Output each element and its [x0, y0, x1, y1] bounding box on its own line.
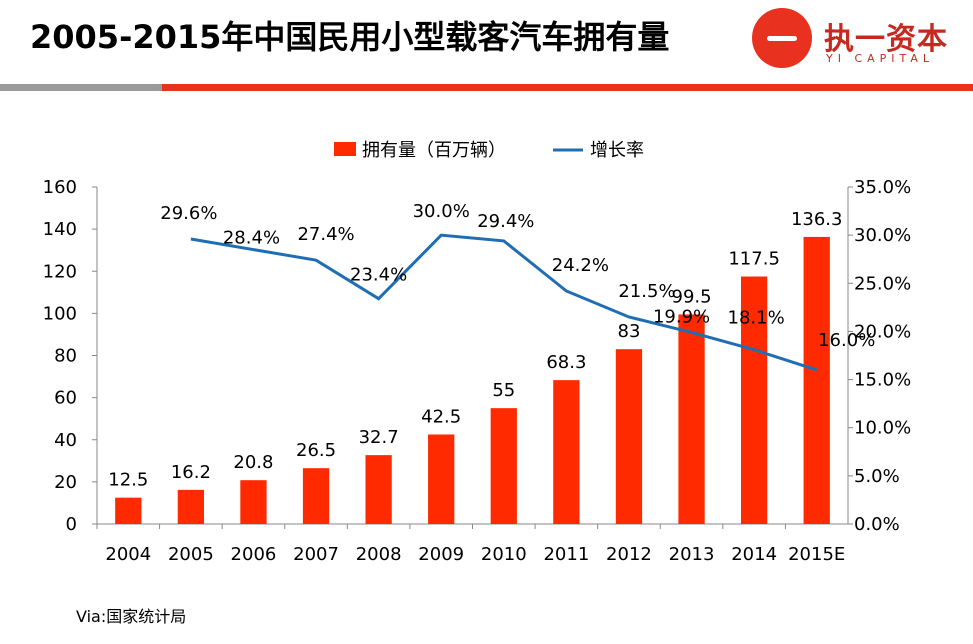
y-left-tick-label: 140 — [43, 219, 77, 240]
bar — [115, 497, 142, 524]
bar — [302, 468, 330, 524]
line-data-label: 23.4% — [350, 265, 407, 286]
line-data-label: 21.5% — [618, 281, 675, 302]
page-title: 2005-2015年中国民用小型载客汽车拥有量 — [30, 18, 670, 56]
bar — [740, 276, 768, 524]
bar-data-label: 99.5 — [672, 286, 712, 307]
line-data-label: 24.2% — [552, 255, 609, 276]
bar — [428, 434, 455, 524]
logo-mark — [752, 8, 812, 68]
y-right-tick-label: 25.0% — [854, 273, 911, 294]
line-data-label: 30.0% — [413, 201, 470, 222]
bar-data-label: 55 — [492, 380, 515, 401]
y-right-tick-label: 0.0% — [854, 514, 900, 535]
y-left-tick-label: 0 — [66, 514, 77, 535]
bar — [177, 489, 205, 524]
bar-data-label: 12.5 — [108, 470, 148, 491]
x-tick-label: 2013 — [669, 544, 715, 565]
bar-data-label: 26.5 — [296, 440, 336, 461]
x-tick-label: 2006 — [231, 544, 277, 565]
y-right-tick-label: 30.0% — [854, 225, 911, 246]
line-data-label: 27.4% — [297, 224, 354, 245]
bar-data-label: 20.8 — [233, 452, 273, 473]
y-left-tick-label: 20 — [54, 472, 77, 493]
line-data-label: 28.4% — [223, 228, 280, 249]
line-data-label: 19.9% — [653, 306, 710, 327]
x-tick-label: 2008 — [356, 544, 402, 565]
y-left-tick-label: 120 — [43, 261, 77, 282]
bar — [615, 349, 643, 524]
x-tick-label: 2007 — [293, 544, 339, 565]
source-note: Via:国家统计局 — [76, 607, 187, 626]
bar-data-label: 68.3 — [546, 352, 586, 373]
bar-data-label: 83 — [618, 321, 641, 342]
bar — [678, 314, 705, 524]
growth-rate-line — [190, 233, 818, 372]
line-data-label: 29.4% — [477, 211, 534, 232]
bar-data-label: 32.7 — [359, 427, 399, 448]
y-right-tick-label: 10.0% — [854, 418, 911, 439]
x-tick-label: 2010 — [481, 544, 527, 565]
line-data-label: 29.6% — [160, 203, 217, 224]
line-data-label: 18.1% — [728, 308, 785, 329]
x-tick-label: 2014 — [731, 544, 777, 565]
header-divider-gray — [0, 84, 162, 91]
legend-label-bar: 拥有量（百万辆） — [362, 140, 506, 161]
bar-data-label: 117.5 — [728, 249, 780, 270]
bar — [240, 480, 267, 524]
bar — [803, 236, 830, 524]
legend-swatch-bar — [334, 142, 356, 156]
line-data-label: 16.0% — [818, 330, 875, 351]
header-divider-red — [162, 84, 973, 91]
logo: 执一资本 YI CAPITAL — [752, 6, 967, 70]
bar-data-label: 136.3 — [791, 209, 843, 230]
x-tick-label: 2012 — [606, 544, 652, 565]
y-left-tick-label: 100 — [43, 303, 77, 324]
x-tick-label: 2009 — [418, 544, 464, 565]
bar — [490, 408, 517, 524]
x-tick-label: 2005 — [168, 544, 214, 565]
y-left-tick-label: 160 — [43, 177, 77, 198]
logo-text-en: YI CAPITAL — [826, 52, 935, 65]
bar-data-label: 42.5 — [421, 406, 461, 427]
y-left-tick-label: 60 — [54, 388, 77, 409]
x-tick-label: 2011 — [543, 544, 589, 565]
logo-text-cn: 执一资本 — [824, 22, 948, 57]
bar-data-label: 16.2 — [171, 462, 211, 483]
y-right-tick-label: 35.0% — [854, 177, 911, 198]
y-right-tick-label: 5.0% — [854, 466, 900, 487]
x-tick-label: 2004 — [105, 544, 151, 565]
bar — [365, 455, 392, 524]
y-right-tick-label: 20.0% — [854, 321, 911, 342]
legend-label-line: 增长率 — [590, 140, 644, 161]
x-tick-label: 2015E — [788, 544, 845, 565]
y-right-tick-label: 15.0% — [854, 370, 911, 391]
y-left-tick-label: 80 — [54, 346, 77, 367]
y-left-tick-label: 40 — [54, 430, 77, 451]
bar — [553, 380, 580, 524]
